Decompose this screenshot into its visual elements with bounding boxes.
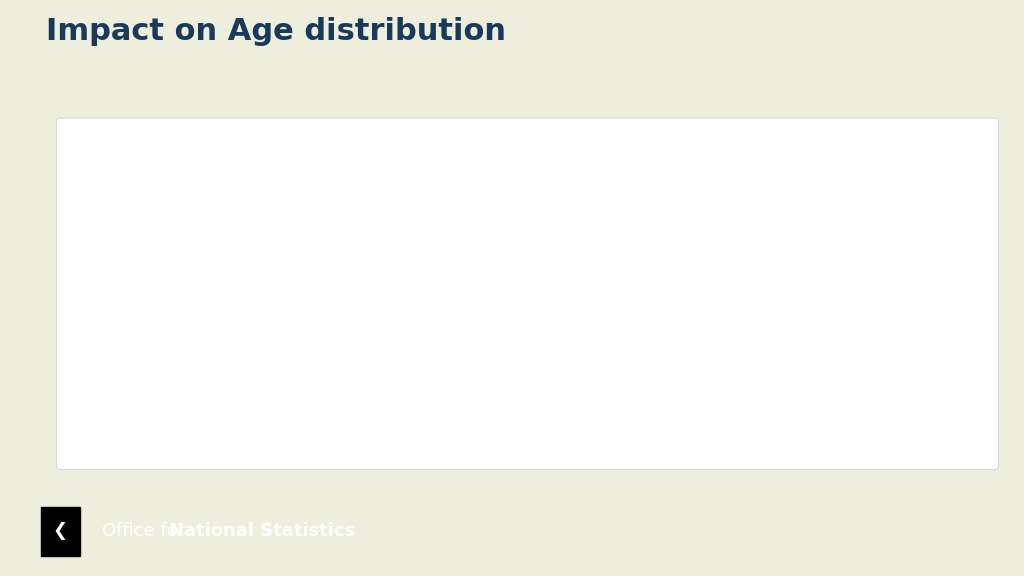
Bar bbox=[766, 181, 819, 409]
Bar bbox=[824, 202, 878, 409]
Bar bbox=[709, 229, 762, 409]
Bar bbox=[434, 270, 487, 409]
Bar bbox=[218, 349, 271, 409]
Legend: Data set 1: Historical comparison, Data set 2: Telephone mode only, Data set 3: : Data set 1: Historical comparison, Data … bbox=[144, 449, 951, 471]
Bar bbox=[493, 295, 546, 409]
Bar bbox=[883, 228, 936, 409]
Bar bbox=[160, 327, 213, 409]
Bar bbox=[550, 285, 603, 409]
Bar bbox=[334, 329, 387, 409]
Text: ❮: ❮ bbox=[53, 522, 68, 540]
Bar bbox=[608, 270, 662, 409]
Text: Office for: Office for bbox=[102, 522, 191, 540]
Bar bbox=[276, 341, 330, 409]
Text: National Statistics: National Statistics bbox=[169, 522, 355, 540]
Text: Impact on Age distribution: Impact on Age distribution bbox=[46, 17, 506, 46]
